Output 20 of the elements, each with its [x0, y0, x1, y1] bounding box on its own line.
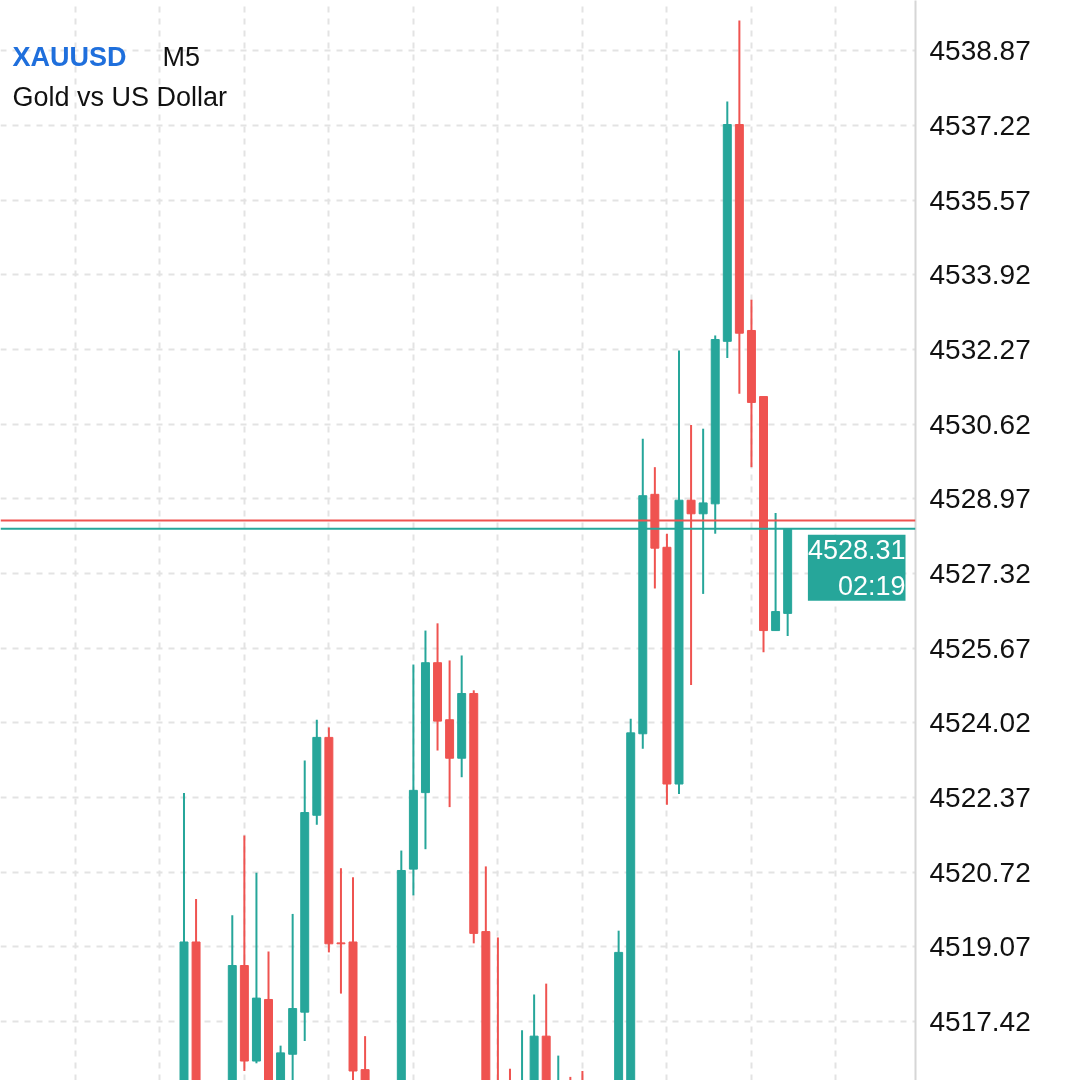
y-tick-label: 4535.57 — [929, 184, 1031, 216]
y-tick-label: 4538.87 — [929, 35, 1031, 67]
text: Gold vs US Dollar — [12, 81, 228, 112]
y-tick-label: 4537.22 — [929, 109, 1031, 141]
candlestick — [360, 1035, 370, 1080]
y-tick-label: 4522.37 — [929, 782, 1031, 814]
y-tick-label: 4533.92 — [929, 259, 1031, 291]
ref-line-label: 4528.31 02:19 — [807, 534, 906, 601]
candlestick — [336, 867, 346, 995]
y-tick-label: 4520.72 — [929, 856, 1031, 888]
y-tick-label: 4524.02 — [929, 707, 1031, 739]
y-tick-label: 4527.32 — [929, 558, 1031, 590]
y-tick-label: 4532.27 — [929, 333, 1031, 365]
y-tick-label: 4528.97 — [929, 483, 1031, 515]
y-tick-label: 4517.42 — [929, 1006, 1031, 1038]
text: XAUUSD — [12, 41, 127, 72]
y-tick-label: 4530.62 — [929, 408, 1031, 440]
y-tick-label: 4519.07 — [929, 931, 1031, 963]
annotation: M5 — [162, 41, 201, 72]
y-tick-label: 4525.67 — [929, 632, 1031, 664]
